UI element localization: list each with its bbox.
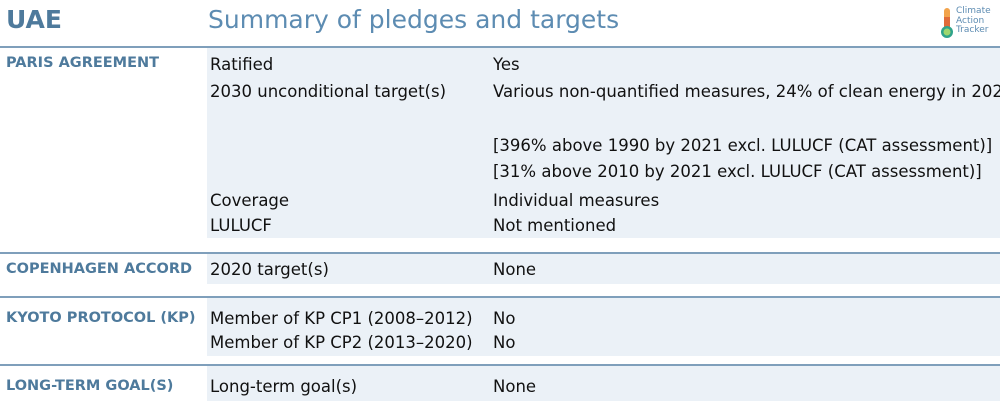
row-key: Long-term goal(s) bbox=[210, 377, 358, 396]
row-value: None bbox=[493, 377, 537, 396]
section-label-copenhagen: COPENHAGEN ACCORD bbox=[6, 261, 193, 277]
row-value: Yes bbox=[493, 55, 520, 74]
row-key: Member of KP CP2 (2013–2020) bbox=[210, 333, 473, 352]
row-value: Various non-quantified measures, 24% of … bbox=[493, 82, 1000, 101]
section-label-longterm: LONG-TERM GOAL(S) bbox=[6, 378, 174, 394]
row-key: Coverage bbox=[210, 191, 290, 210]
row-value: [31% above 2010 by 2021 excl. LULUCF (CA… bbox=[493, 162, 982, 181]
section-label-kyoto: KYOTO PROTOCOL (KP) bbox=[6, 310, 196, 326]
header: UAE Summary of pledges and targets Clima… bbox=[0, 0, 1000, 46]
row-key: 2030 unconditional target(s) bbox=[210, 82, 447, 101]
thermometer-icon bbox=[941, 8, 953, 38]
logo-line-3: Tracker bbox=[956, 25, 989, 35]
logo-line-2: Action bbox=[956, 15, 985, 26]
separator-line bbox=[0, 46, 1000, 48]
row-value: No bbox=[493, 309, 516, 328]
section-background-longterm bbox=[207, 366, 1000, 401]
row-value: Individual measures bbox=[493, 191, 660, 210]
row-key: LULUCF bbox=[210, 216, 272, 235]
row-value: None bbox=[493, 260, 537, 279]
logo-text: Climate Action Tracker bbox=[956, 6, 991, 36]
row-key: Member of KP CP1 (2008–2012) bbox=[210, 309, 473, 328]
page-title: Summary of pledges and targets bbox=[208, 5, 620, 34]
row-value: [396% above 1990 by 2021 excl. LULUCF (C… bbox=[493, 136, 993, 155]
row-value: Not mentioned bbox=[493, 216, 617, 235]
section-background-kyoto bbox=[207, 298, 1000, 356]
row-value: No bbox=[493, 333, 516, 352]
separator-line bbox=[0, 252, 1000, 254]
country-name: UAE bbox=[6, 5, 62, 34]
section-background-paris bbox=[207, 48, 1000, 238]
row-key: Ratified bbox=[210, 55, 274, 74]
climate-action-tracker-logo: Climate Action Tracker bbox=[940, 6, 998, 40]
row-key: 2020 target(s) bbox=[210, 260, 329, 279]
separator-line bbox=[0, 364, 1000, 366]
logo-line-1: Climate bbox=[956, 6, 991, 16]
separator-line bbox=[0, 296, 1000, 298]
section-label-paris: PARIS AGREEMENT bbox=[6, 55, 160, 71]
section-background-copenhagen bbox=[207, 254, 1000, 284]
